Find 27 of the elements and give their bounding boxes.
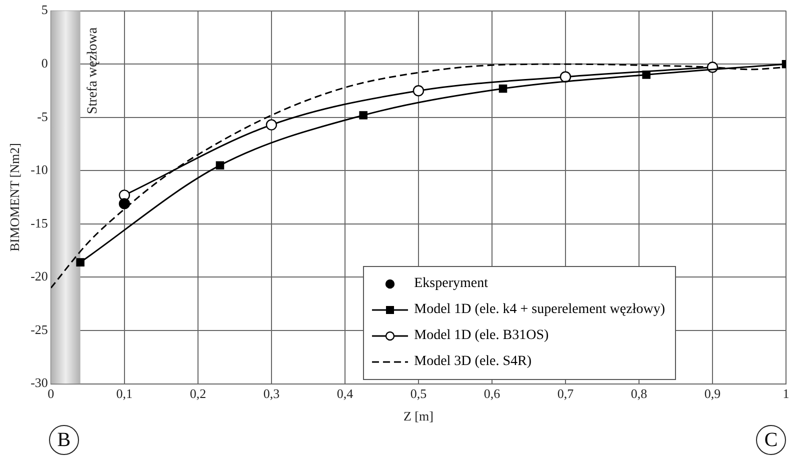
y-tick-label: -15	[30, 215, 48, 230]
x-tick-label: 0,9	[704, 386, 721, 402]
legend-label: Model 1D (ele. B31OS)	[414, 328, 549, 344]
y-tick-label: -30	[30, 375, 48, 390]
x-tick-label: 0,2	[190, 386, 206, 402]
legend-label: Model 1D (ele. k4 + superelement węzłowy)	[414, 302, 665, 318]
y-tick-label: -25	[30, 322, 48, 337]
band-label: Strefa węzłowa	[85, 26, 100, 114]
x-axis-title: Z [m]	[403, 408, 434, 424]
text: C	[756, 425, 786, 455]
y-tick-label: -20	[30, 268, 48, 284]
x-tick-label: 0,1	[116, 386, 133, 402]
x-tick-label: 0,8	[630, 386, 648, 402]
x-tick-label: 0,7	[557, 386, 574, 402]
y-tick-label: 5	[41, 2, 48, 18]
y-tick-label: 0	[41, 56, 48, 71]
y-tick-label: -10	[30, 162, 48, 178]
x-tick-label: 1	[782, 386, 790, 402]
y-axis-title: BIMOMENT [Nm2]	[7, 143, 22, 252]
x-tick-label: 0,5	[410, 386, 427, 402]
text: B	[48, 425, 79, 455]
x-tick-label: 0,6	[484, 386, 501, 402]
legend-label: Eksperyment	[414, 276, 488, 292]
y-tick-label: -5	[37, 108, 48, 124]
x-tick-label: 0,3	[263, 386, 280, 402]
legend-label: Model 3D (ele. S4R)	[414, 354, 532, 370]
x-tick-label: 0,4	[336, 386, 354, 402]
